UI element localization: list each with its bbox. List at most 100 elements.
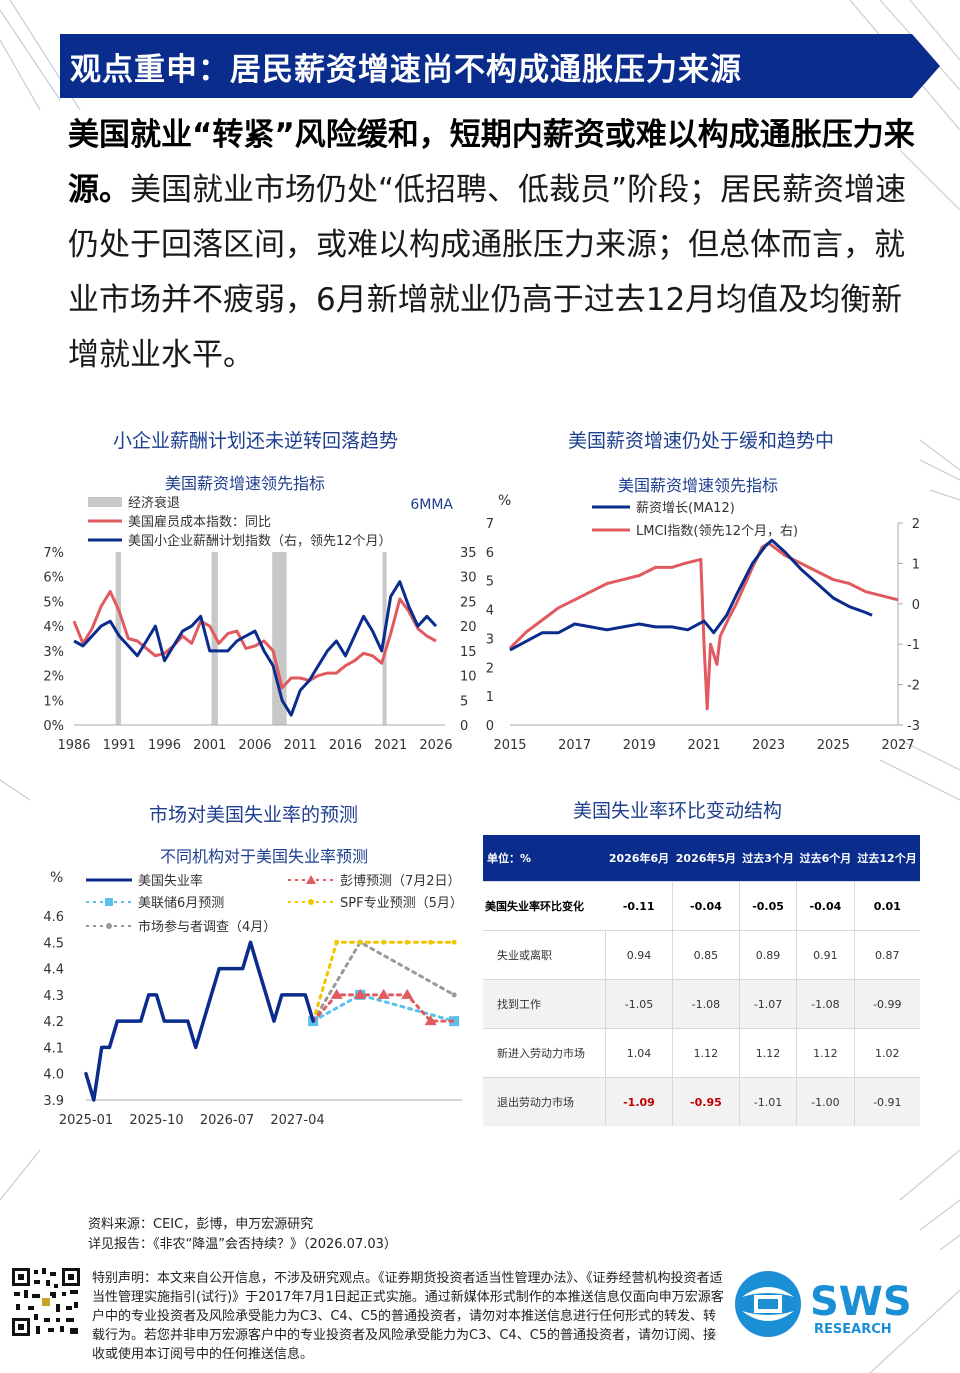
- legend-label: 美联储6月预测: [138, 896, 224, 911]
- x-tick-label: 2017: [558, 738, 591, 753]
- x-tick-label: 2021: [374, 738, 407, 753]
- table-row: 美国失业率环比变化 -0.11 -0.04 -0.05 -0.04 0.01: [483, 881, 920, 931]
- x-tick-label: 1991: [103, 738, 136, 753]
- x-tick-label: 2027-04: [270, 1113, 324, 1128]
- chart-wage-growth-lmci: 美国薪资增速领先指标% 薪资增长(MA12) LMCI指数(领先12个月，右) 0 1 2…: [486, 476, 920, 753]
- report-line: 详见报告：《非农“降温”会否持续？》（2026.07.03）: [88, 1237, 397, 1252]
- source-line: 资料来源：CEIC，彭博，申万宏源研究: [88, 1217, 314, 1232]
- y-left-tick-label: 7%: [43, 546, 64, 561]
- table-cell: -1.08: [796, 979, 855, 1029]
- legend-label: LMCI指数(领先12个月，右): [636, 524, 798, 539]
- chart2-subtitle: 美国薪资增速领先指标: [618, 476, 778, 495]
- x-tick-label: 2026-07: [200, 1113, 254, 1128]
- legend-label: 美国失业率: [138, 873, 203, 889]
- y-right-tick-label: 2: [912, 517, 920, 532]
- data-marker-triangle: [330, 988, 343, 999]
- table-cell: -0.05: [738, 881, 797, 931]
- header-banner: [60, 34, 940, 98]
- table-col-header: 过去3个月: [739, 835, 797, 882]
- table-cell: -1.00: [796, 1077, 855, 1126]
- table-cell: -1.08: [671, 979, 740, 1029]
- table-cell: 1.12: [671, 1028, 740, 1078]
- y-tick-label: 4.1: [43, 1041, 64, 1056]
- y-right-tick-label: 15: [460, 645, 477, 660]
- data-marker-triangle: [354, 988, 367, 999]
- legend-label: SPF专业预测（5月）: [340, 896, 463, 911]
- y-right-tick-label: 10: [460, 670, 477, 685]
- y-right-tick-label: 0: [460, 719, 468, 734]
- table-cell: -1.05: [605, 979, 673, 1029]
- data-marker-dot: [381, 939, 387, 945]
- chart-unemployment-forecast: 不同机构对于美国失业率预测% 美国失业率 彭博预测（7月2日） 美联储6月预测 SPF专…: [43, 847, 463, 1128]
- x-tick-label: 1996: [148, 738, 181, 753]
- table-cell: 1.12: [738, 1028, 797, 1078]
- y-left-tick-label: 2: [486, 661, 494, 676]
- x-tick-label: 2021: [687, 738, 720, 753]
- legend-marker: [106, 923, 112, 929]
- y-right-tick-label: 0: [912, 598, 920, 613]
- y-left-tick-label: 0: [486, 719, 494, 734]
- data-marker-dot: [334, 939, 340, 945]
- logo-text: SWS: [810, 1279, 912, 1325]
- y-right-tick-label: 35: [460, 546, 477, 561]
- x-tick-label: 2006: [238, 738, 271, 753]
- series-line-wage: [509, 538, 873, 652]
- x-tick-label: 2015: [493, 738, 526, 753]
- x-tick-label: 2027: [881, 738, 914, 753]
- y-left-tick-label: 5: [486, 575, 494, 590]
- legend-label: 美国小企业薪酬计划指数（右，领先12个月）: [128, 533, 392, 549]
- y-right-tick-label: 20: [460, 620, 477, 635]
- x-tick-label: 2019: [623, 738, 656, 753]
- x-tick-label: 2025-01: [59, 1113, 113, 1128]
- series-line-eci: [72, 590, 437, 690]
- y-right-tick-label: -3: [907, 719, 920, 734]
- y-left-tick-label: 2%: [43, 670, 64, 685]
- table-row: 失业或离职 0.94 0.85 0.89 0.91 0.87: [483, 930, 920, 980]
- series-line-nfib: [73, 580, 438, 717]
- x-tick-label: 2011: [284, 738, 317, 753]
- y-left-tick-label: 4%: [43, 620, 64, 635]
- data-marker-dot: [428, 939, 434, 945]
- y-left-tick-label: 3%: [43, 645, 64, 660]
- y-tick-label: 4.4: [43, 963, 64, 978]
- table-row: 退出劳动力市场 -1.09 -0.95 -1.01 -1.00 -0.91: [483, 1077, 920, 1126]
- chart3-subtitle: 不同机构对于美国失业率预测: [160, 847, 368, 866]
- table-row: 新进入劳动力市场 1.04 1.12 1.12 1.12 1.02: [483, 1028, 920, 1078]
- table-row-label: 新进入劳动力市场: [483, 1028, 606, 1078]
- legend-marker: [105, 898, 113, 906]
- y-right-tick-label: 25: [460, 595, 477, 610]
- y-right-tick-label: 30: [460, 571, 477, 586]
- x-tick-label: 2023: [752, 738, 785, 753]
- y-left-tick-label: 5%: [43, 595, 64, 610]
- intro-text: 美国就业市场仍处“低招聘、低裁员”阶段；居民薪资增速仍处于回落区间，或难以构成通…: [68, 172, 907, 373]
- y-right-tick-label: -1: [907, 638, 920, 653]
- table-cell: 0.01: [853, 881, 920, 931]
- legend-marker: [306, 875, 316, 884]
- data-marker-dot: [451, 939, 457, 945]
- table-cell: -0.04: [671, 881, 740, 931]
- table-cell: -0.11: [605, 881, 673, 931]
- table-cell: -0.99: [853, 979, 920, 1029]
- y-left-tick-label: 1: [486, 690, 494, 705]
- chart1-unit-note: 6MMA: [410, 497, 453, 513]
- chart3-heading: 市场对美国失业率的预测: [149, 804, 359, 826]
- table-cell: 0.89: [738, 930, 797, 980]
- y-tick-label: 4.6: [43, 910, 64, 925]
- table-cell: -0.91: [853, 1077, 920, 1126]
- intro-bold: 美国就业“转紧”风险缓和，短期内薪资或难以构成通胀压力来源。: [68, 117, 915, 208]
- x-tick-label: 2016: [329, 738, 362, 753]
- table-unit-label: 单位：%: [483, 835, 606, 882]
- y-right-tick-label: 5: [460, 694, 468, 709]
- table-cell: -1.01: [738, 1077, 797, 1126]
- y-left-unit: %: [498, 493, 511, 509]
- disclaimer: 特别声明：本文来自公开信息，不涉及研究观点。《证券期货投资者适当性管理办法》、《…: [92, 1271, 724, 1362]
- legend-label: 美国雇员成本指数：同比: [128, 514, 271, 530]
- series-line-lmci: [508, 541, 899, 711]
- table-cell: 1.12: [796, 1028, 855, 1078]
- chart1-heading: 小企业薪酬计划还未逆转回落趋势: [113, 430, 399, 452]
- table-col-header: 过去6个月: [796, 835, 855, 882]
- y-right-tick-label: -2: [907, 679, 920, 694]
- table-col-header: 2026年5月: [672, 835, 740, 882]
- logo-subtext: RESEARCH: [814, 1322, 892, 1337]
- table-cell: 0.94: [605, 930, 673, 980]
